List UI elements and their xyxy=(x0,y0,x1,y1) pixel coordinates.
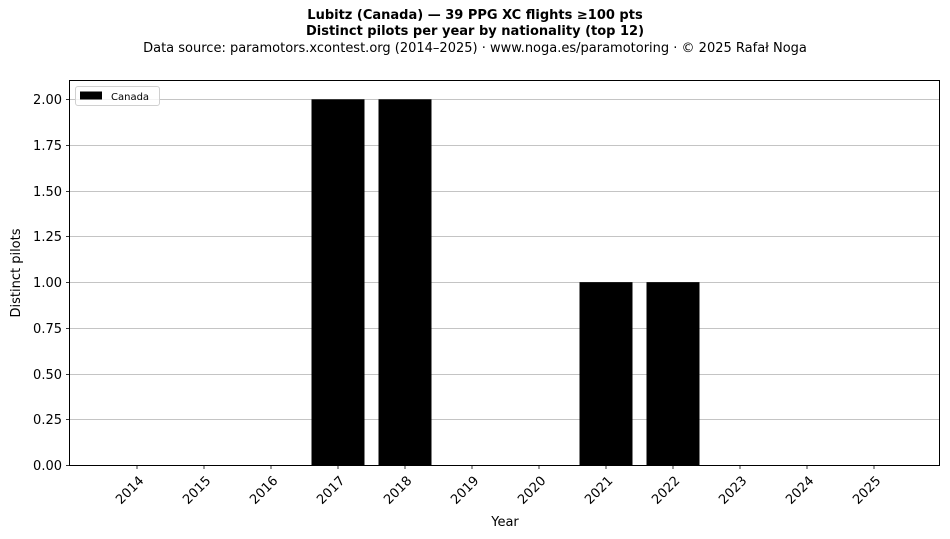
x-tick-label: 2015 xyxy=(180,474,214,508)
gridlines xyxy=(70,99,940,420)
x-tick-label: 2018 xyxy=(381,474,415,508)
chart-subtitle: Data source: paramotors.xcontest.org (20… xyxy=(143,41,807,56)
y-tick-label: 1.50 xyxy=(33,185,62,200)
x-axis-label: Year xyxy=(490,515,519,530)
x-tick-label: 2017 xyxy=(314,474,348,508)
y-tick-label: 1.75 xyxy=(33,139,62,154)
chart-title-2: Distinct pilots per year by nationality … xyxy=(305,24,645,39)
x-tick-label: 2021 xyxy=(582,474,616,508)
legend-box xyxy=(75,86,160,106)
x-tick-label: 2020 xyxy=(515,474,549,508)
x-tick-label: 2025 xyxy=(850,474,884,508)
chart-title: Lubitz (Canada) — 39 PPG XC flights ≥100… xyxy=(307,8,643,23)
x-tick-label: 2019 xyxy=(448,474,482,508)
chart-title-block: Lubitz (Canada) — 39 PPG XC flights ≥100… xyxy=(0,8,950,57)
y-tick-label: 0.00 xyxy=(33,459,62,474)
x-tick-label: 2022 xyxy=(649,474,683,508)
y-tick-label: 1.00 xyxy=(33,276,62,291)
x-tick-label: 2024 xyxy=(783,474,817,508)
y-axis: 0.00 0.25 0.50 0.75 1.00 1.25 1.50 1.75 2.00 xyxy=(33,93,70,474)
y-tick-label: 1.25 xyxy=(33,230,62,245)
bar xyxy=(311,99,365,466)
legend: Canada xyxy=(75,86,160,106)
legend-label: Canada xyxy=(111,92,149,103)
y-tick-label: 2.00 xyxy=(33,93,62,108)
x-tick-label: 2014 xyxy=(113,474,147,508)
x-tick-label: 2023 xyxy=(716,474,750,508)
plot-frame xyxy=(69,80,940,466)
x-tick-label: 2016 xyxy=(247,474,281,508)
y-tick-label: 0.50 xyxy=(33,368,62,383)
y-tick-label: 0.25 xyxy=(33,413,62,428)
bar xyxy=(378,99,432,466)
bars xyxy=(311,99,700,466)
bar xyxy=(646,282,700,465)
y-tick-label: 0.75 xyxy=(33,322,62,337)
legend-swatch xyxy=(80,91,102,100)
x-axis: 2014 2015 2016 2017 2018 2019 2020 2021 2022 2023… xyxy=(113,465,884,508)
y-axis-label: Distinct pilots xyxy=(9,228,24,317)
bar xyxy=(579,282,633,465)
